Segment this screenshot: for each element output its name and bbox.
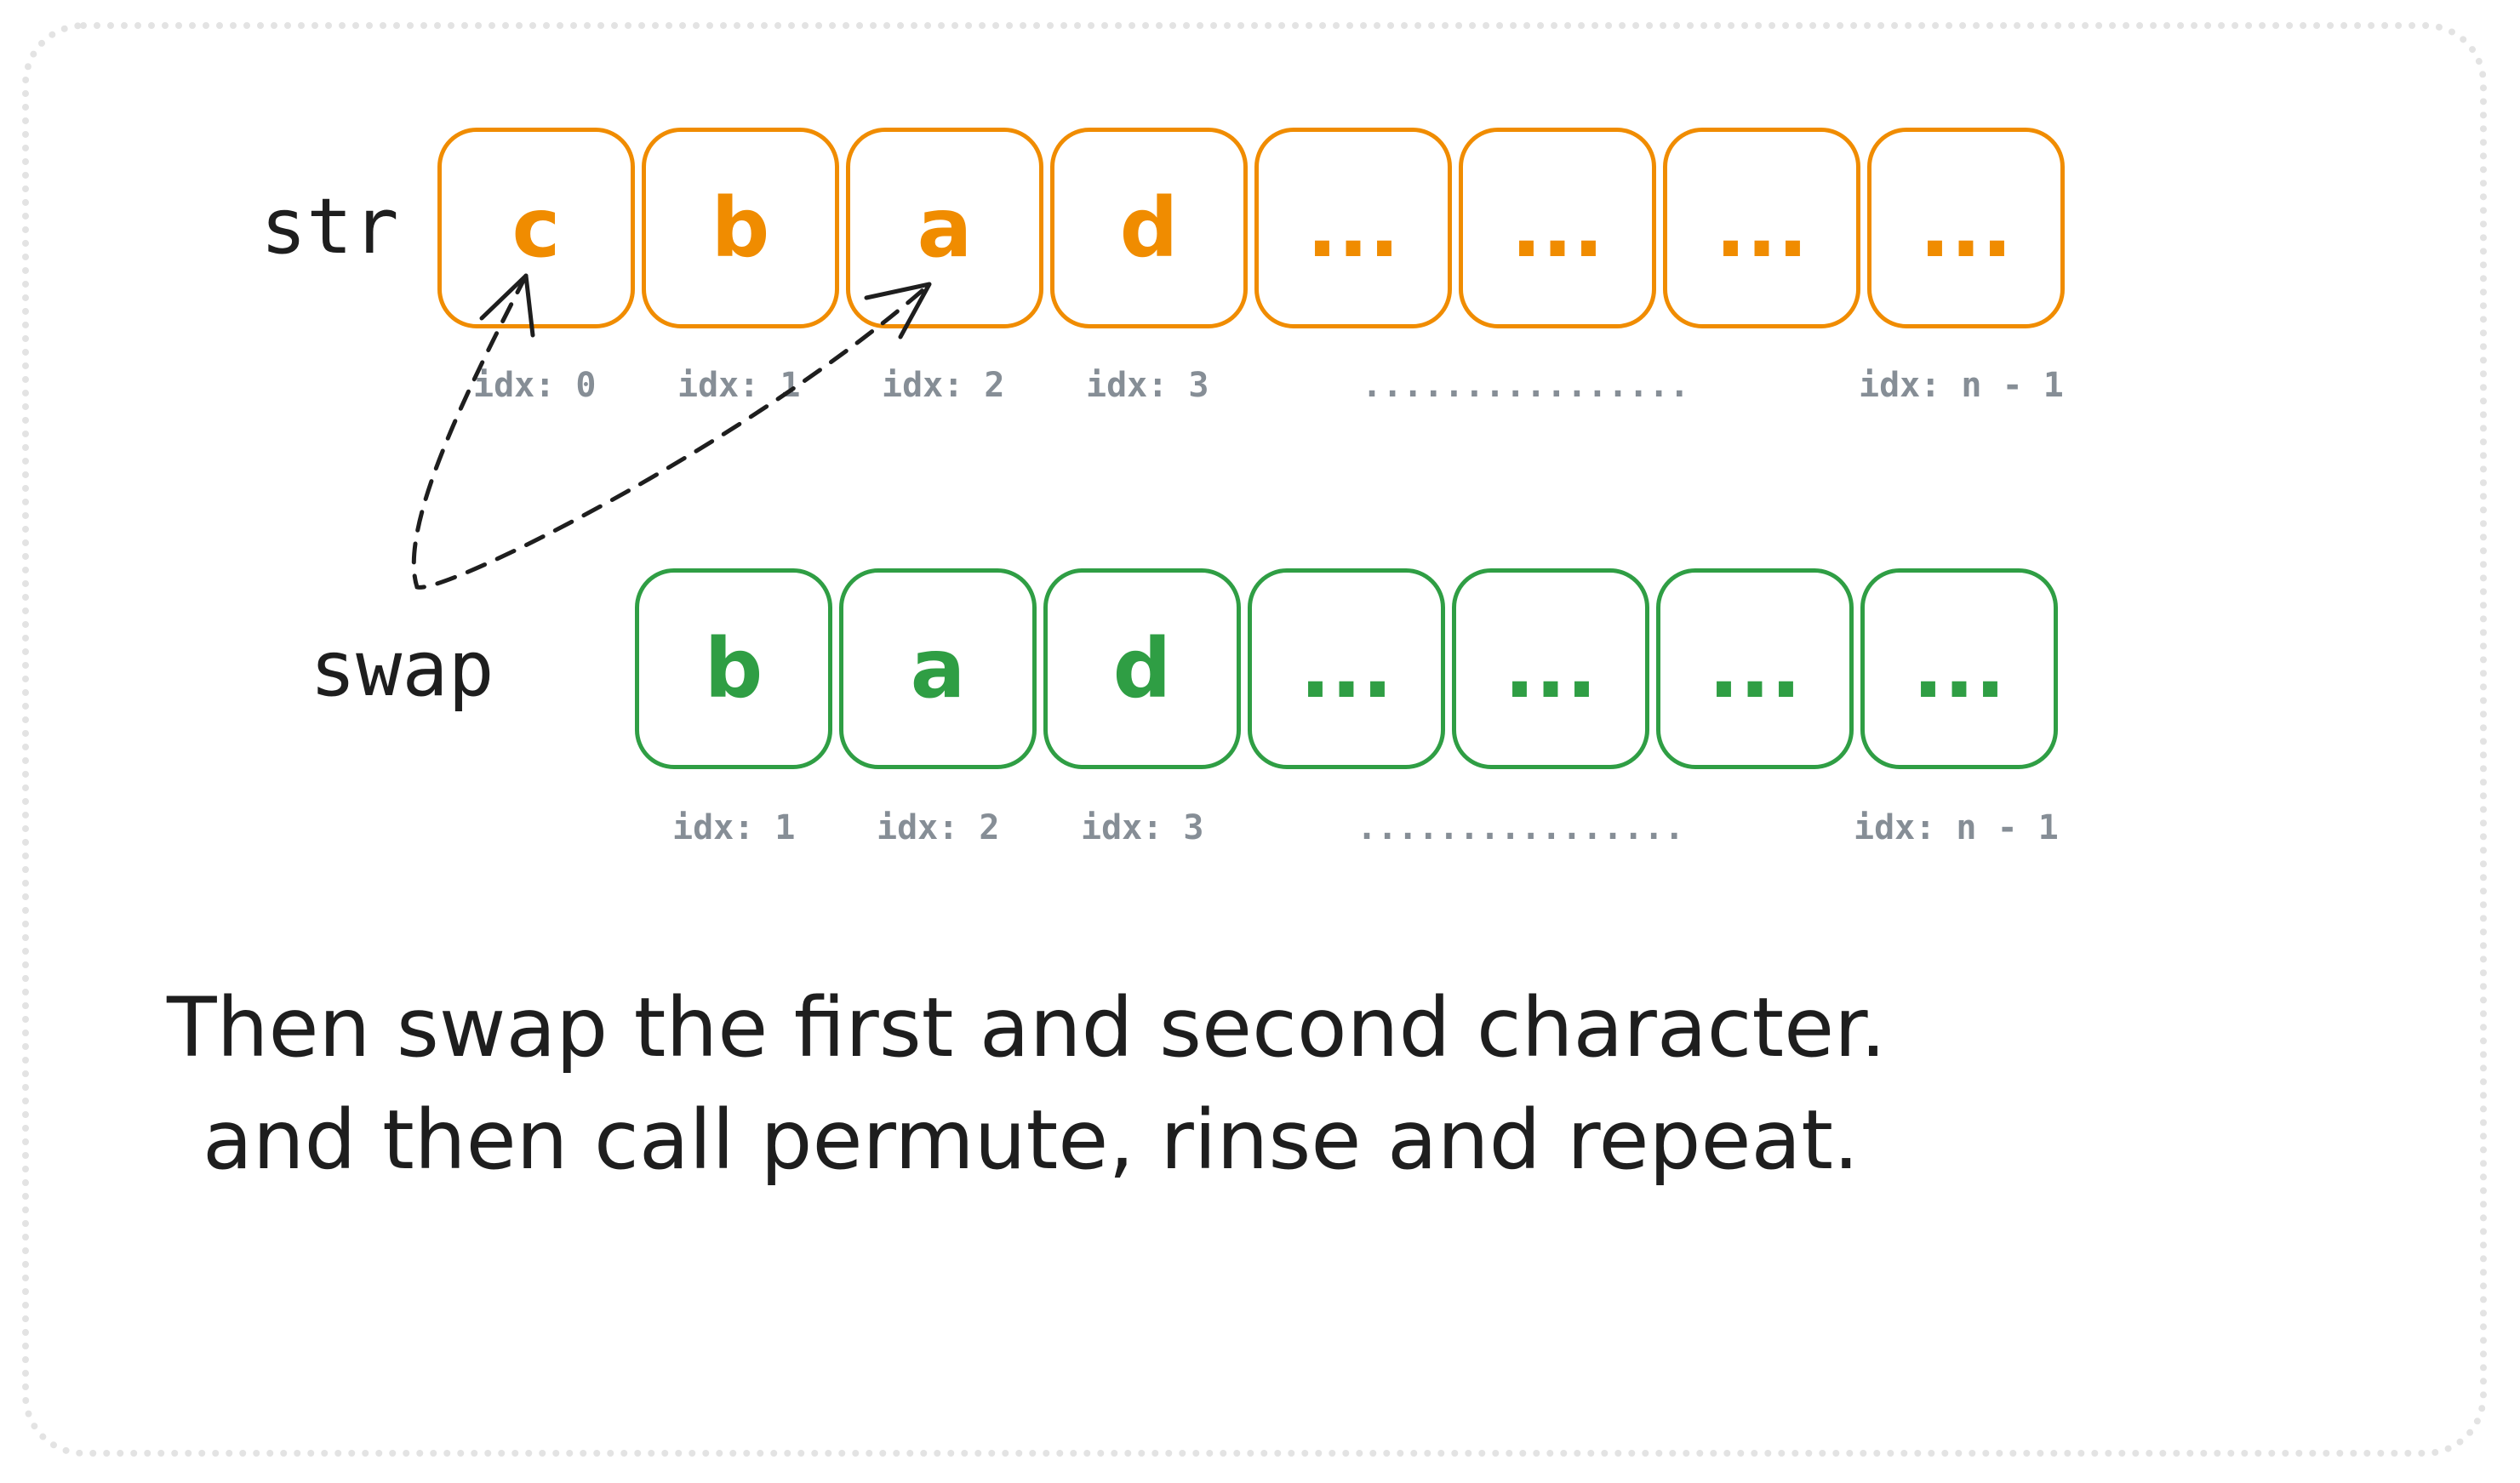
top-index-label: idx: 0 [473, 366, 597, 405]
bottom-index-label: idx: 2 [877, 808, 1000, 847]
bottom-index-label: idx: 1 [672, 808, 796, 847]
arrowhead-to-third-icon [864, 282, 932, 339]
top-cell: ... [1663, 128, 1860, 328]
bottom-cell: ... [1248, 568, 1445, 769]
caption-line-1: Then swap the first and second character… [167, 980, 1887, 1075]
diagram-frame [22, 22, 2487, 1457]
top-index-label: idx: 2 [882, 366, 1005, 405]
top-cell: a [846, 128, 1043, 328]
bottom-index-label: idx: 3 [1081, 808, 1204, 847]
bottom-cell: d [1043, 568, 1241, 769]
bottom-index-ellipsis: ................ [1357, 808, 1685, 847]
top-index-label: idx: 3 [1086, 366, 1209, 405]
arrowhead-to-first-icon [479, 273, 535, 338]
top-last-index-label: idx: n - 1 [1859, 366, 2064, 405]
bottom-cell: a [839, 568, 1037, 769]
bottom-last-index-label: idx: n - 1 [1854, 808, 2059, 847]
top-cell: b [642, 128, 839, 328]
bottom-cell: ... [1656, 568, 1854, 769]
str-label: str [260, 182, 399, 271]
top-cell: ... [1254, 128, 1452, 328]
top-cell: d [1050, 128, 1248, 328]
top-index-label: idx: 1 [677, 366, 801, 405]
caption-line-2: and then call permute, rinse and repeat. [203, 1092, 1860, 1188]
swap-arrow-curve [411, 273, 930, 590]
top-cell: ... [1867, 128, 2065, 328]
swap-label: swap [310, 625, 494, 714]
bottom-array: b a d ... ... ... ... [635, 568, 2065, 769]
top-cell: ... [1459, 128, 1656, 328]
bottom-cell: b [635, 568, 832, 769]
top-index-ellipsis: ................ [1362, 366, 1690, 405]
bottom-cell: ... [1860, 568, 2058, 769]
top-array: c b a d ... ... ... ... [437, 128, 2071, 328]
top-cell: c [437, 128, 635, 328]
bottom-cell: ... [1452, 568, 1649, 769]
